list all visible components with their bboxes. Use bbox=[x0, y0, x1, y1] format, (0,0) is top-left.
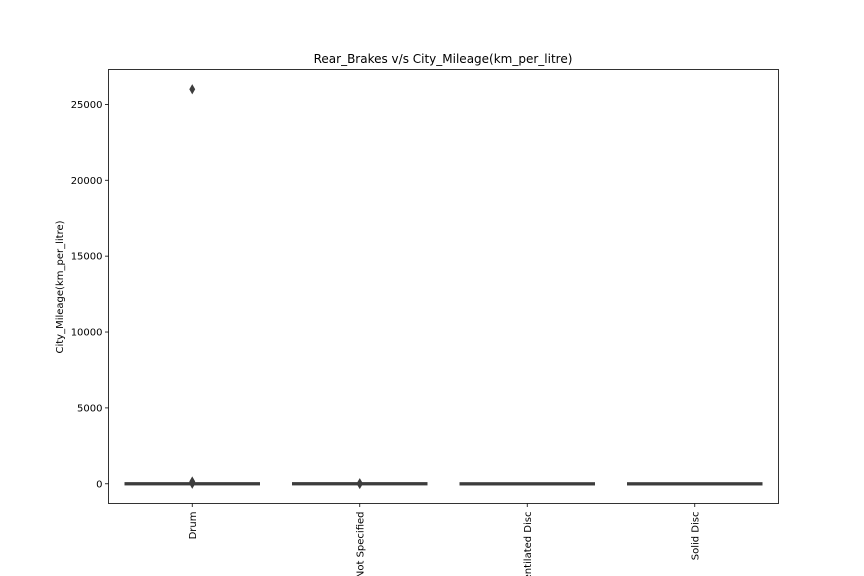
x-tick-label: Ventilated Disc bbox=[523, 512, 534, 576]
y-tick-label: 25000 bbox=[71, 100, 103, 111]
y-tick-label: 15000 bbox=[71, 252, 103, 263]
plot-frame bbox=[108, 69, 779, 504]
outlier-point bbox=[356, 478, 363, 489]
x-tick-label: Solid Disc bbox=[690, 512, 701, 561]
outlier-point bbox=[189, 476, 196, 487]
chart-title: Rear_Brakes v/s City_Mileage(km_per_litr… bbox=[314, 52, 573, 66]
outlier-point bbox=[189, 84, 196, 95]
y-axis-label: City_Mileage(km_per_litre) bbox=[55, 220, 66, 353]
plot-area bbox=[124, 84, 763, 490]
x-tick-label: Drum bbox=[188, 512, 199, 540]
y-tick-label: 0 bbox=[96, 479, 102, 490]
y-tick-label: 5000 bbox=[77, 403, 102, 414]
x-tick-label: Not Specified bbox=[355, 512, 366, 576]
y-tick-label: 20000 bbox=[71, 176, 103, 187]
y-tick-label: 10000 bbox=[71, 328, 103, 339]
